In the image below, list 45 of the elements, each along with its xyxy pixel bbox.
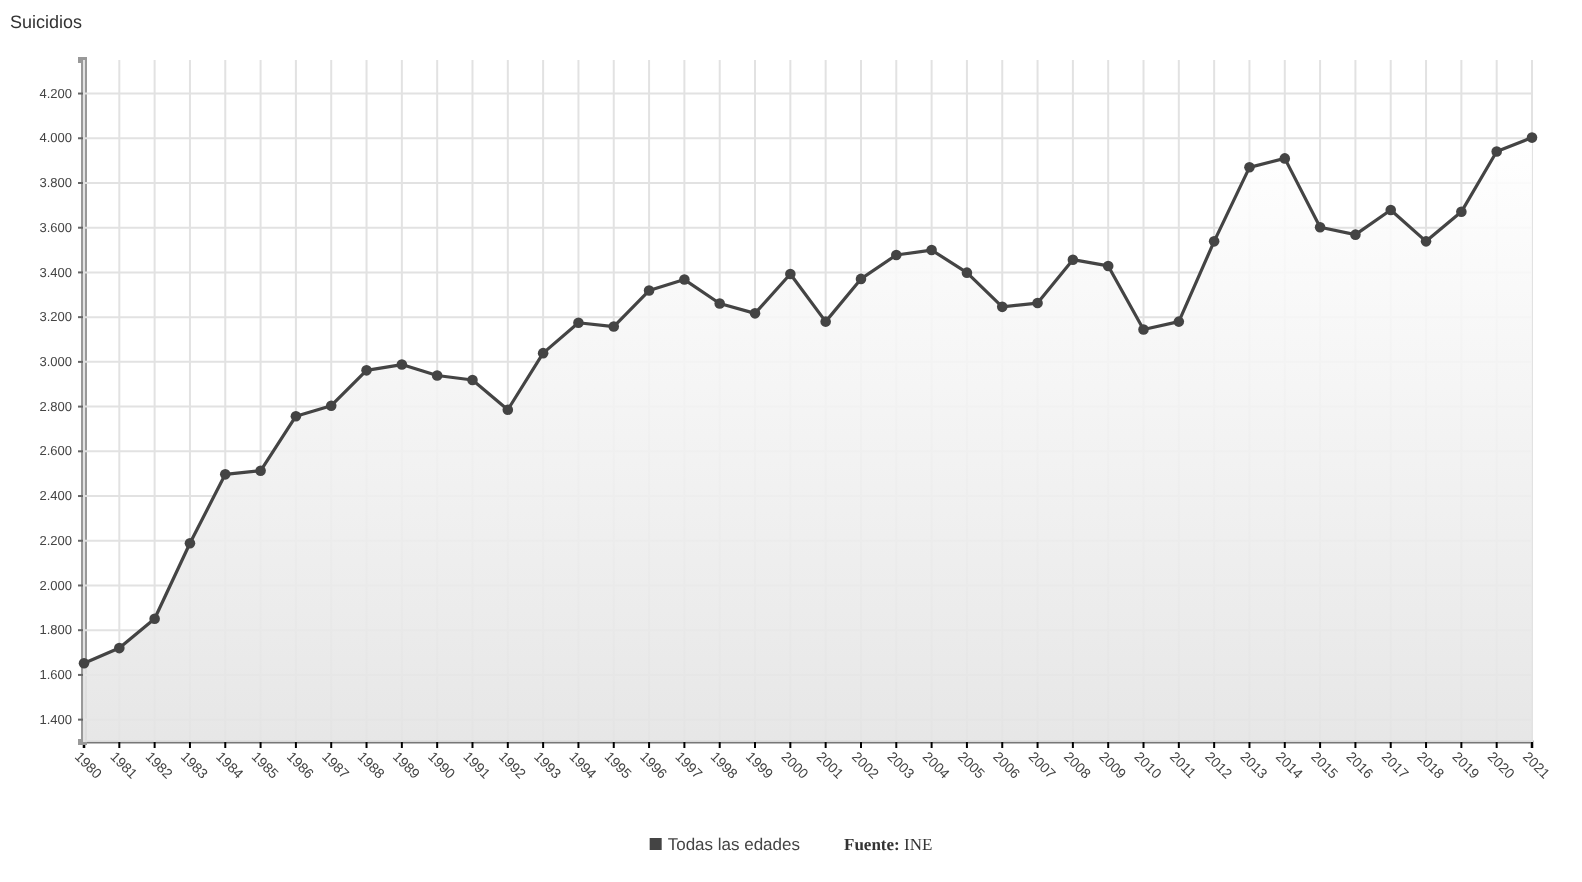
y-axis-title: Suicidios [10, 12, 84, 32]
point [573, 317, 584, 329]
point [1244, 162, 1255, 173]
point [1067, 254, 1079, 265]
point [361, 365, 372, 376]
point [961, 267, 973, 278]
point [78, 658, 90, 669]
point [855, 273, 867, 285]
point [184, 537, 196, 549]
point [1491, 146, 1502, 157]
point [643, 285, 655, 296]
point [502, 404, 514, 415]
point [1456, 206, 1467, 218]
point [1350, 229, 1361, 240]
point [431, 370, 443, 381]
point [926, 244, 937, 256]
point [1138, 324, 1149, 335]
point [467, 374, 478, 386]
point [290, 410, 302, 422]
point [325, 400, 337, 411]
point [1385, 204, 1397, 216]
point [1102, 260, 1114, 272]
point [1279, 153, 1291, 164]
point [1173, 316, 1185, 327]
point [891, 249, 902, 261]
point [749, 308, 761, 319]
point [396, 359, 408, 370]
point [1208, 236, 1220, 247]
point [608, 321, 620, 332]
legend-label: Todas las edades [667, 834, 801, 854]
source-note: Fuente: INE [844, 834, 933, 854]
point [996, 301, 1008, 313]
point [1420, 236, 1432, 247]
point [820, 316, 831, 327]
point [1314, 221, 1326, 233]
point [537, 347, 549, 359]
point [714, 298, 725, 309]
point [114, 642, 125, 654]
point [785, 268, 796, 280]
point [1032, 297, 1043, 309]
point [149, 613, 160, 625]
point [1526, 132, 1538, 143]
point [679, 274, 690, 285]
point [255, 465, 266, 477]
point [219, 469, 231, 480]
